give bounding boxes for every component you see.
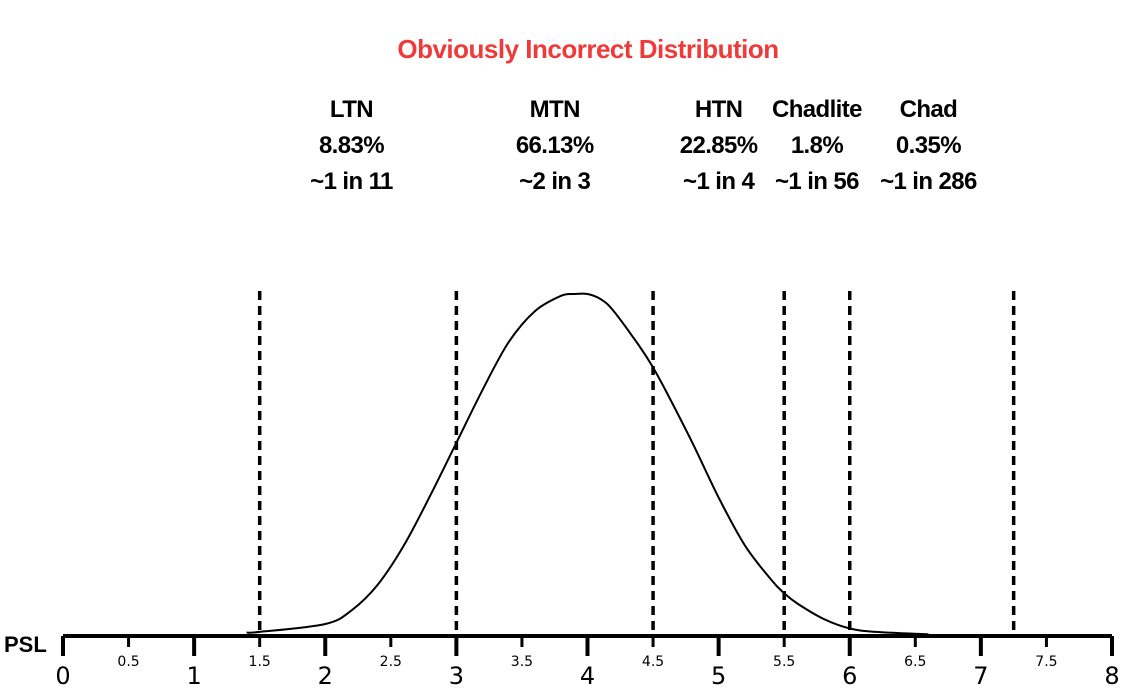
category-ratio: ~1 in 56: [775, 168, 859, 195]
x-tick-label: 4: [580, 662, 595, 690]
x-minor-tick-label: 2.5: [380, 654, 402, 670]
category-name: Chadlite: [772, 96, 862, 123]
x-tick-label: 2: [318, 662, 333, 690]
category-name: Chad: [900, 96, 958, 123]
x-minor-tick-label: 6.5: [904, 654, 926, 670]
x-tick-label: 7: [973, 662, 988, 690]
x-tick-label: 5: [711, 662, 726, 690]
category-percent: 0.35%: [896, 132, 961, 159]
category-ratio: ~2 in 3: [519, 168, 590, 195]
x-axis: 0 1 2 3 4 5 6 7 8 0.5 1.5 2.5 3.5 4.5 5.5 6.5 7.5: [55, 634, 1120, 690]
category-percent: 22.85%: [680, 132, 758, 159]
x-tick-label: 8: [1104, 662, 1119, 690]
category-ratio: ~1 in 4: [683, 168, 755, 195]
chart-title: Obviously Incorrect Distribution: [397, 34, 778, 64]
category-percent: 1.8%: [791, 132, 844, 159]
x-minor-tick-label: 5.5: [773, 654, 795, 670]
x-tick-label: 3: [449, 662, 464, 690]
category-labels: LTN 8.83% ~1 in 11 MTN 66.13% ~2 in 3 HTN 22.85…: [310, 96, 977, 195]
x-minor-tick-label: 1.5: [249, 654, 271, 670]
x-tick-label: 1: [186, 662, 201, 690]
category-ratio: ~1 in 286: [880, 168, 977, 195]
x-tick-label: 0: [55, 662, 70, 690]
category-name: LTN: [330, 96, 373, 123]
x-minor-tick-label: 3.5: [511, 654, 533, 670]
x-minor-tick-label: 4.5: [642, 654, 664, 670]
category-percent: 8.83%: [319, 132, 384, 159]
boundary-lines: [257, 291, 1016, 635]
x-minor-tick-label: 0.5: [117, 654, 139, 670]
category-name: MTN: [530, 96, 580, 123]
x-axis-label: PSL: [4, 632, 47, 657]
category-percent: 66.13%: [516, 132, 594, 159]
category-ratio: ~1 in 11: [310, 168, 393, 195]
x-tick-label: 6: [842, 662, 857, 690]
x-minor-tick-label: 7.5: [1035, 654, 1057, 670]
category-name: HTN: [695, 96, 743, 123]
distribution-curve: [246, 292, 929, 636]
